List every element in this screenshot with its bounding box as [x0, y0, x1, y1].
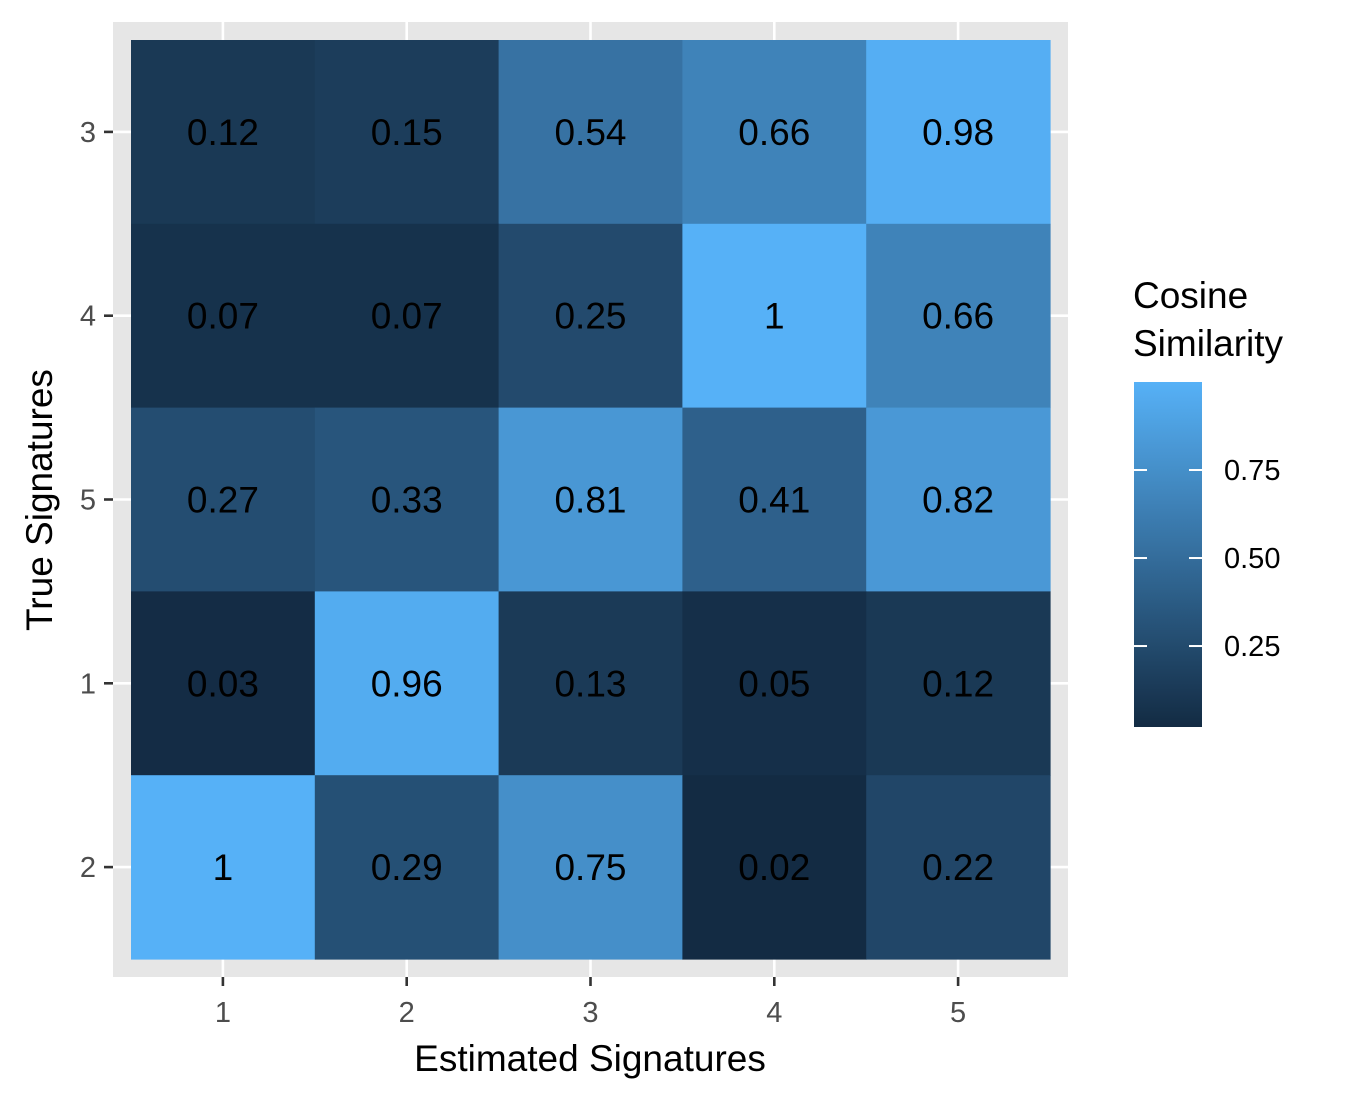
- x-axis-title: Estimated Signatures: [414, 1038, 766, 1079]
- legend-title-line: Similarity: [1133, 323, 1284, 364]
- heatmap-tile: [866, 591, 1051, 776]
- x-tick-label: 2: [399, 997, 415, 1029]
- cell-value-label: 0.07: [371, 296, 443, 337]
- y-tick-label: 4: [80, 301, 96, 333]
- heatmap-tile: [131, 223, 316, 409]
- cell-value-label: 0.03: [187, 663, 259, 704]
- x-tick-label: 4: [766, 997, 782, 1029]
- y-tick-label: 2: [80, 852, 96, 884]
- cell-value-label: 0.81: [554, 480, 626, 521]
- cell-value-label: 1: [213, 847, 234, 888]
- cell-value-label: 1: [764, 296, 785, 337]
- cell-value-label: 0.96: [371, 663, 443, 704]
- legend-title-line: Cosine: [1133, 275, 1248, 316]
- heatmap-tile: [314, 407, 500, 592]
- legend-colorbar: [1134, 382, 1202, 727]
- heatmap-tile: [498, 223, 683, 409]
- heatmap-tile: [314, 775, 500, 960]
- y-tick-label: 1: [80, 668, 96, 700]
- cell-value-label: 0.02: [738, 847, 810, 888]
- cell-value-label: 0.12: [922, 663, 994, 704]
- cell-value-label: 0.98: [922, 112, 994, 153]
- cell-value-label: 0.33: [371, 480, 443, 521]
- heatmap-tile: [682, 775, 867, 960]
- legend-tick-label: 0.25: [1224, 631, 1280, 663]
- cell-value-label: 0.05: [738, 663, 810, 704]
- x-tick-label: 1: [215, 997, 231, 1029]
- heatmap-tile: [682, 591, 867, 776]
- legend-tick-label: 0.75: [1224, 455, 1280, 487]
- cell-value-label: 0.22: [922, 847, 994, 888]
- heatmap-tile: [131, 407, 316, 592]
- x-tick-label: 3: [582, 997, 598, 1029]
- y-tick-label: 3: [80, 117, 96, 149]
- heatmap-tile: [498, 775, 683, 960]
- cell-value-label: 0.12: [187, 112, 259, 153]
- y-axis-title: True Signatures: [19, 369, 60, 631]
- cell-value-label: 0.13: [554, 663, 626, 704]
- cell-value-label: 0.66: [922, 296, 994, 337]
- heatmap-tile: [131, 40, 316, 225]
- cell-value-label: 0.41: [738, 480, 810, 521]
- cell-value-label: 0.54: [554, 112, 626, 153]
- heatmap-tile: [866, 775, 1051, 960]
- cell-value-label: 0.66: [738, 112, 810, 153]
- legend-tick-label: 0.50: [1224, 543, 1280, 575]
- heatmap-tile: [131, 775, 316, 960]
- x-tick-label: 5: [950, 997, 966, 1029]
- heatmap-tile: [498, 407, 683, 592]
- cell-value-label: 0.27: [187, 480, 259, 521]
- cell-value-label: 0.15: [371, 112, 443, 153]
- heatmap-tile: [314, 40, 500, 225]
- heatmap-tile: [682, 407, 867, 592]
- cell-value-label: 0.25: [554, 296, 626, 337]
- heatmap-tile: [866, 407, 1051, 592]
- heatmap-tile: [498, 591, 683, 776]
- heatmap-tile: [682, 223, 867, 409]
- heatmap-tile: [866, 223, 1051, 409]
- heatmap-tile: [314, 591, 500, 776]
- heatmap-tile: [131, 591, 316, 776]
- heatmap-tile: [866, 40, 1051, 225]
- heatmap-tile: [682, 40, 867, 225]
- cell-value-label: 0.29: [371, 847, 443, 888]
- cell-value-label: 0.82: [922, 480, 994, 521]
- y-tick-label: 5: [80, 485, 96, 517]
- heatmap-tile: [498, 40, 683, 225]
- cell-value-label: 0.07: [187, 296, 259, 337]
- cell-value-label: 0.75: [554, 847, 626, 888]
- heatmap-tile: [314, 223, 500, 409]
